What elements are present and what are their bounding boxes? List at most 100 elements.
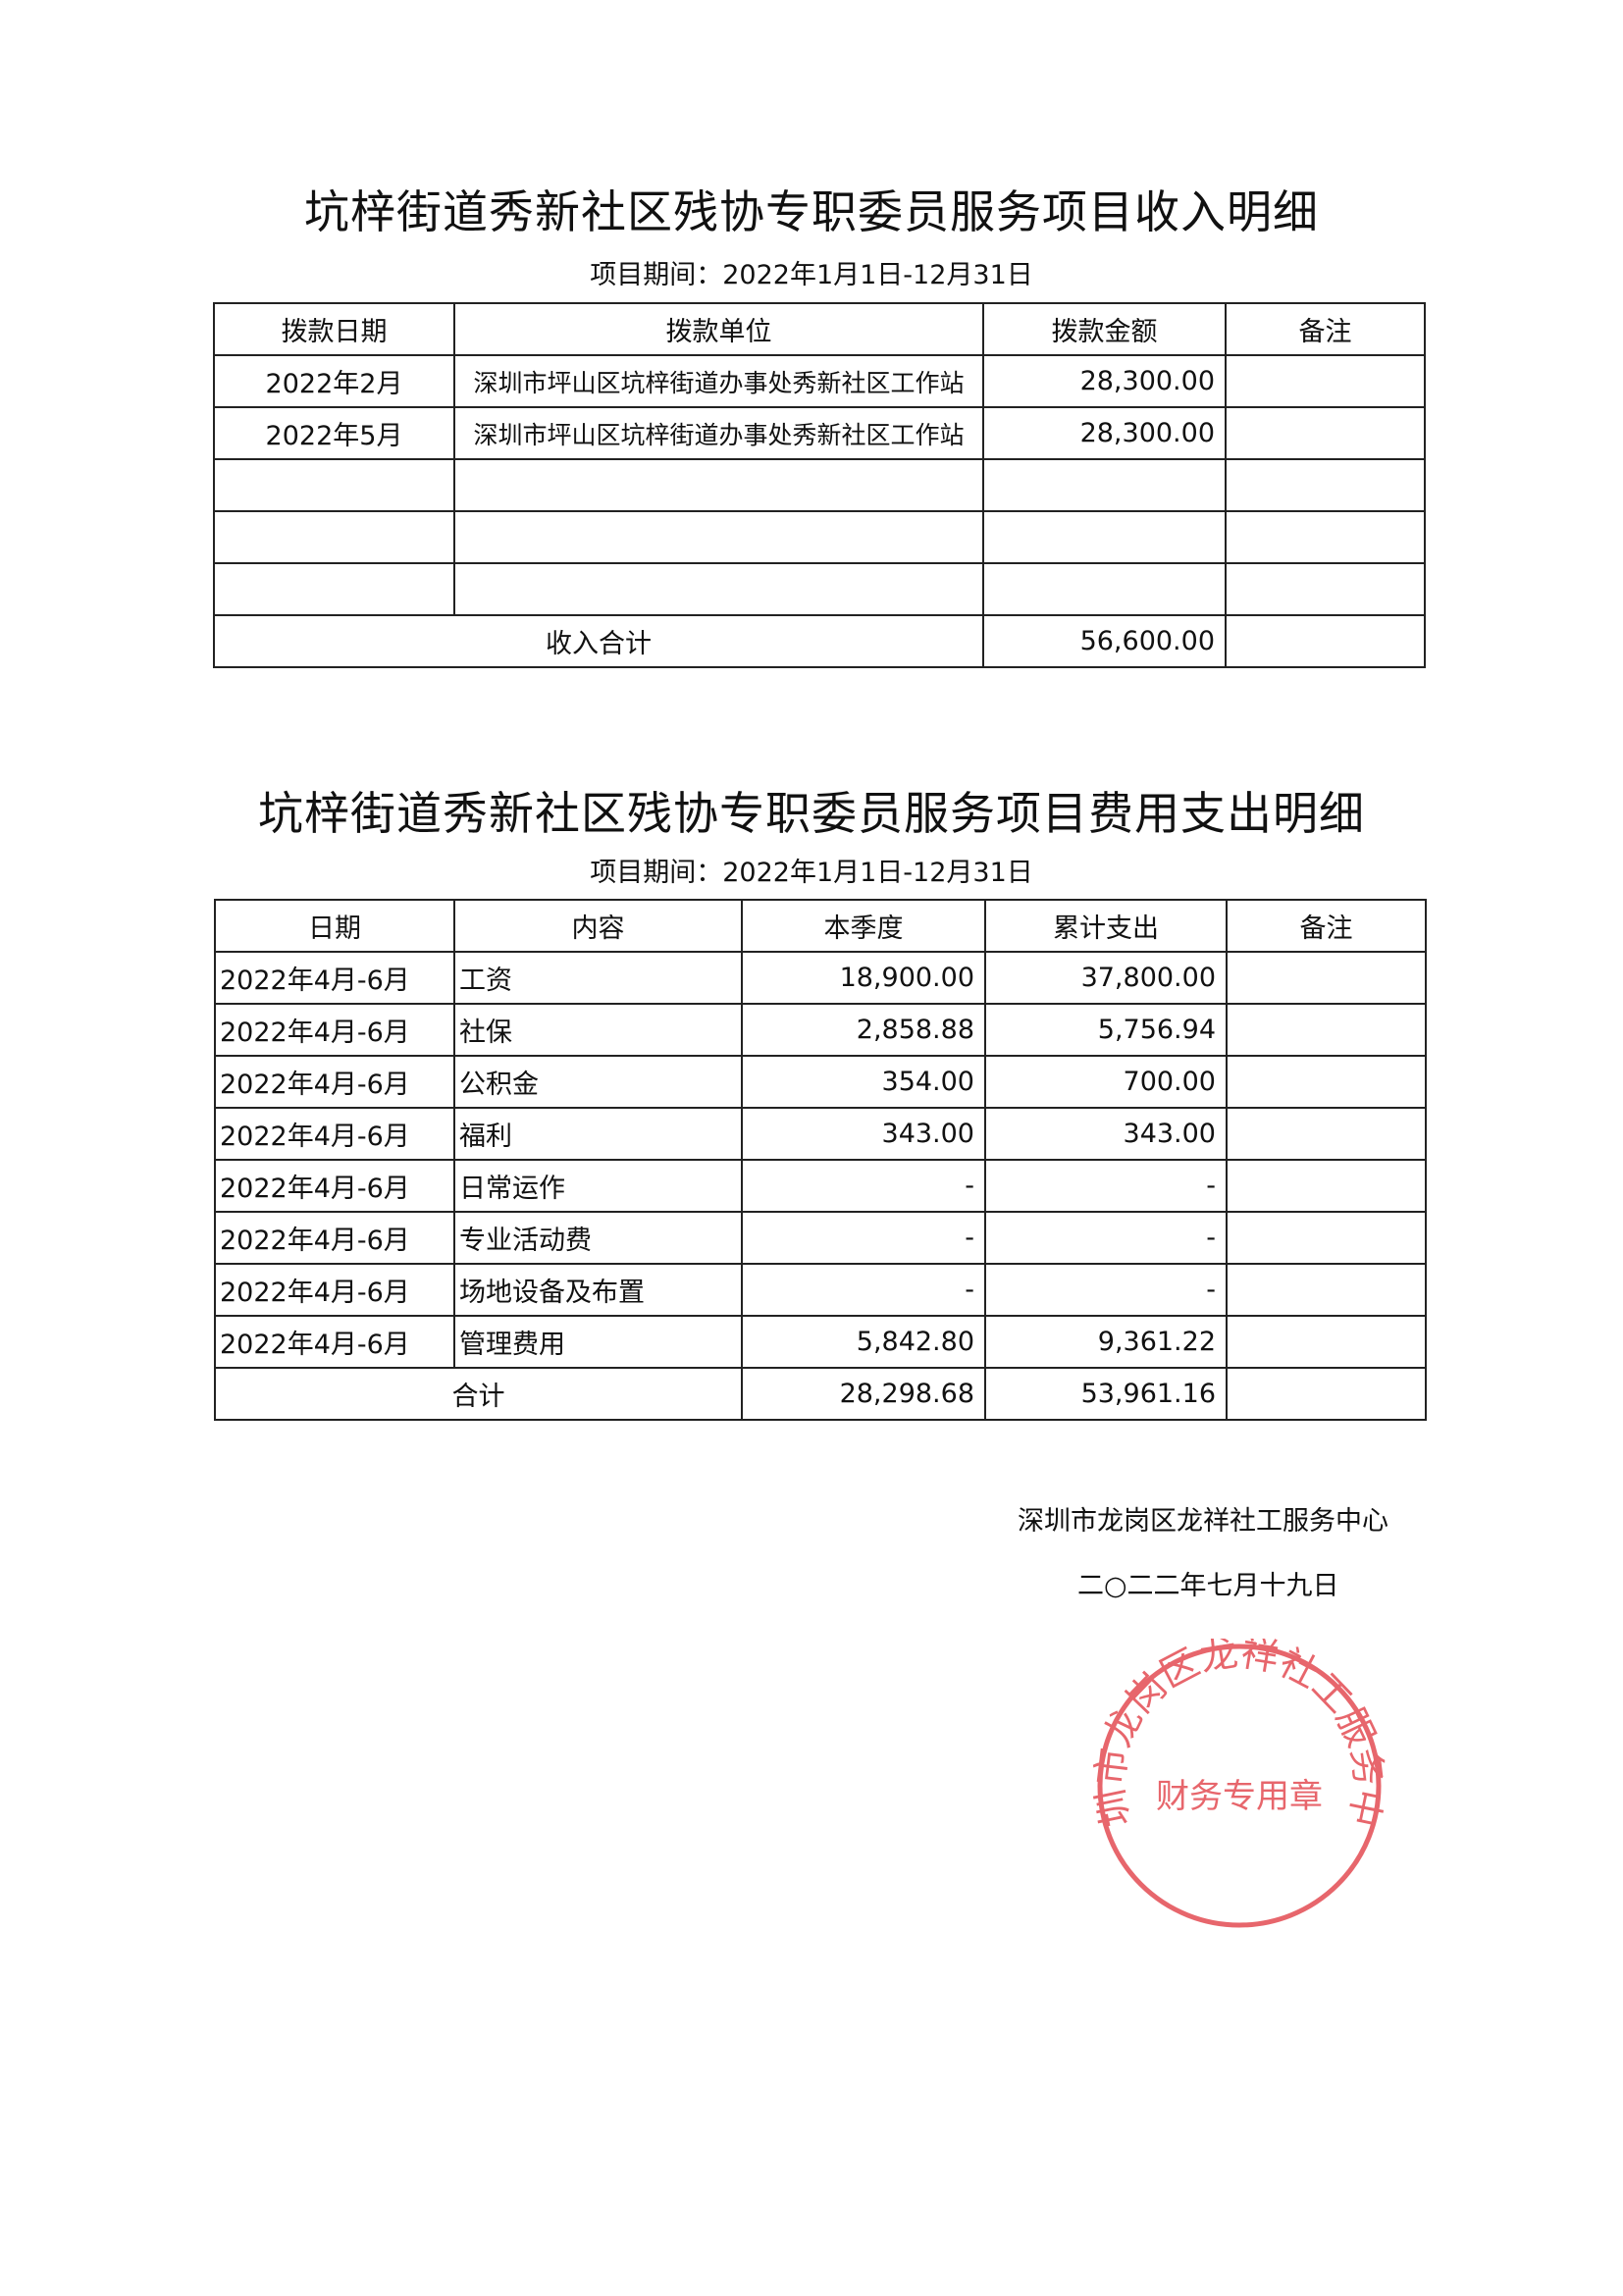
stamp-outer-ring bbox=[1097, 1644, 1382, 1928]
income-date-cell bbox=[213, 510, 455, 564]
income-table: 拨款日期 拨款单位 拨款金额 备注 2022年2月 深圳市坪山区坑梓街道办事处秀新社区工作… bbox=[213, 302, 1426, 668]
expense-item-cell: 专业活动费 bbox=[453, 1211, 743, 1265]
income-note-cell bbox=[1225, 406, 1426, 460]
income-total-label: 收入合计 bbox=[213, 614, 984, 668]
expense-date-cell: 2022年4月-6月 bbox=[214, 951, 455, 1005]
expense-header-cell: 内容 bbox=[453, 899, 743, 953]
expense-header-cell: 本季度 bbox=[741, 899, 986, 953]
signature-date: 二○二二年七月十九日 bbox=[1077, 1571, 1339, 1601]
income-row: 2022年2月 深圳市坪山区坑梓街道办事处秀新社区工作站 28,300.00 bbox=[213, 354, 1426, 408]
expense-note-cell bbox=[1226, 1263, 1427, 1317]
income-header-row: 拨款日期 拨款单位 拨款金额 备注 bbox=[213, 302, 1426, 356]
expense-total-quarter: 28,298.68 bbox=[741, 1367, 986, 1421]
income-unit-cell: 深圳市坪山区坑梓街道办事处秀新社区工作站 bbox=[453, 406, 984, 460]
income-note-cell bbox=[1225, 510, 1426, 564]
expense-quarter-cell: - bbox=[741, 1211, 986, 1265]
expense-row: 2022年4月-6月 管理费用 5,842.80 9,361.22 bbox=[214, 1315, 1427, 1369]
expense-row: 2022年4月-6月 福利 343.00 343.00 bbox=[214, 1107, 1427, 1161]
income-row bbox=[213, 458, 1426, 512]
expense-cumulative-cell: 343.00 bbox=[984, 1107, 1228, 1161]
income-total-note bbox=[1225, 614, 1426, 668]
expense-date-cell: 2022年4月-6月 bbox=[214, 1263, 455, 1317]
expense-note-cell bbox=[1226, 1315, 1427, 1369]
expense-quarter-cell: - bbox=[741, 1159, 986, 1213]
income-amount-cell: 28,300.00 bbox=[982, 406, 1227, 460]
income-note-cell bbox=[1225, 562, 1426, 616]
income-unit-cell bbox=[453, 458, 984, 512]
income-amount-cell bbox=[982, 510, 1227, 564]
income-header-cell: 备注 bbox=[1225, 302, 1426, 356]
expense-cumulative-cell: 9,361.22 bbox=[984, 1315, 1228, 1369]
expense-note-cell bbox=[1226, 1003, 1427, 1057]
income-date-cell bbox=[213, 562, 455, 616]
expense-cumulative-cell: - bbox=[984, 1159, 1228, 1213]
income-header-cell: 拨款单位 bbox=[453, 302, 984, 356]
expense-row: 2022年4月-6月 工资 18,900.00 37,800.00 bbox=[214, 951, 1427, 1005]
expense-cumulative-cell: - bbox=[984, 1211, 1228, 1265]
expense-item-cell: 福利 bbox=[453, 1107, 743, 1161]
income-amount-cell bbox=[982, 562, 1227, 616]
income-header-cell: 拨款日期 bbox=[213, 302, 455, 356]
expense-row: 2022年4月-6月 场地设备及布置 - - bbox=[214, 1263, 1427, 1317]
expense-date-cell: 2022年4月-6月 bbox=[214, 1315, 455, 1369]
expense-date-cell: 2022年4月-6月 bbox=[214, 1211, 455, 1265]
income-amount-cell bbox=[982, 458, 1227, 512]
expense-row: 2022年4月-6月 专业活动费 - - bbox=[214, 1211, 1427, 1265]
expense-quarter-cell: 343.00 bbox=[741, 1107, 986, 1161]
expense-title: 坑梓街道秀新社区残协专职委员服务项目费用支出明细 bbox=[258, 787, 1365, 840]
expense-date-cell: 2022年4月-6月 bbox=[214, 1003, 455, 1057]
expense-quarter-cell: 5,842.80 bbox=[741, 1315, 986, 1369]
income-note-cell bbox=[1225, 458, 1426, 512]
expense-item-cell: 管理费用 bbox=[453, 1315, 743, 1369]
expense-total-label: 合计 bbox=[214, 1367, 743, 1421]
expense-cumulative-cell: 37,800.00 bbox=[984, 951, 1228, 1005]
expense-cumulative-cell: - bbox=[984, 1263, 1228, 1317]
income-header-cell: 拨款金额 bbox=[982, 302, 1227, 356]
income-unit-cell: 深圳市坪山区坑梓街道办事处秀新社区工作站 bbox=[453, 354, 984, 408]
expense-date-cell: 2022年4月-6月 bbox=[214, 1107, 455, 1161]
income-total-amount: 56,600.00 bbox=[982, 614, 1227, 668]
income-date-cell bbox=[213, 458, 455, 512]
income-row bbox=[213, 562, 1426, 616]
expense-note-cell bbox=[1226, 1159, 1427, 1213]
expense-total-row: 合计 28,298.68 53,961.16 bbox=[214, 1367, 1427, 1421]
expense-total-cumulative: 53,961.16 bbox=[984, 1367, 1228, 1421]
expense-note-cell bbox=[1226, 1107, 1427, 1161]
expense-total-note bbox=[1226, 1367, 1427, 1421]
expense-header-cell: 备注 bbox=[1226, 899, 1427, 953]
income-row: 2022年5月 深圳市坪山区坑梓街道办事处秀新社区工作站 28,300.00 bbox=[213, 406, 1426, 460]
expense-item-cell: 日常运作 bbox=[453, 1159, 743, 1213]
expense-header-row: 日期 内容 本季度 累计支出 备注 bbox=[214, 899, 1427, 953]
expense-header-cell: 日期 bbox=[214, 899, 455, 953]
income-date-cell: 2022年5月 bbox=[213, 406, 455, 460]
expense-date-cell: 2022年4月-6月 bbox=[214, 1159, 455, 1213]
expense-note-cell bbox=[1226, 1055, 1427, 1109]
expense-quarter-cell: 2,858.88 bbox=[741, 1003, 986, 1057]
expense-header-cell: 累计支出 bbox=[984, 899, 1228, 953]
income-unit-cell bbox=[453, 510, 984, 564]
expense-item-cell: 场地设备及布置 bbox=[453, 1263, 743, 1317]
expense-table: 日期 内容 本季度 累计支出 备注 2022年4月-6月 工资 18,900.00 37,800… bbox=[214, 899, 1427, 1421]
expense-quarter-cell: 18,900.00 bbox=[741, 951, 986, 1005]
income-period: 项目期间：2022年1月1日-12月31日 bbox=[590, 260, 1033, 290]
expense-note-cell bbox=[1226, 1211, 1427, 1265]
income-amount-cell: 28,300.00 bbox=[982, 354, 1227, 408]
income-title: 坑梓街道秀新社区残协专职委员服务项目收入明细 bbox=[304, 185, 1319, 238]
income-note-cell bbox=[1225, 354, 1426, 408]
expense-row: 2022年4月-6月 日常运作 - - bbox=[214, 1159, 1427, 1213]
expense-cumulative-cell: 700.00 bbox=[984, 1055, 1228, 1109]
expense-row: 2022年4月-6月 社保 2,858.88 5,756.94 bbox=[214, 1003, 1427, 1057]
expense-note-cell bbox=[1226, 951, 1427, 1005]
expense-period: 项目期间：2022年1月1日-12月31日 bbox=[590, 858, 1033, 888]
expense-quarter-cell: 354.00 bbox=[741, 1055, 986, 1109]
expense-row: 2022年4月-6月 公积金 354.00 700.00 bbox=[214, 1055, 1427, 1109]
expense-cumulative-cell: 5,756.94 bbox=[984, 1003, 1228, 1057]
income-unit-cell bbox=[453, 562, 984, 616]
expense-item-cell: 公积金 bbox=[453, 1055, 743, 1109]
stamp-ring-text: 深圳市龙岗区龙祥社工服务中心 bbox=[1092, 1639, 1387, 1831]
expense-quarter-cell: - bbox=[741, 1263, 986, 1317]
income-total-row: 收入合计 56,600.00 bbox=[213, 614, 1426, 668]
income-row bbox=[213, 510, 1426, 564]
income-date-cell: 2022年2月 bbox=[213, 354, 455, 408]
expense-date-cell: 2022年4月-6月 bbox=[214, 1055, 455, 1109]
